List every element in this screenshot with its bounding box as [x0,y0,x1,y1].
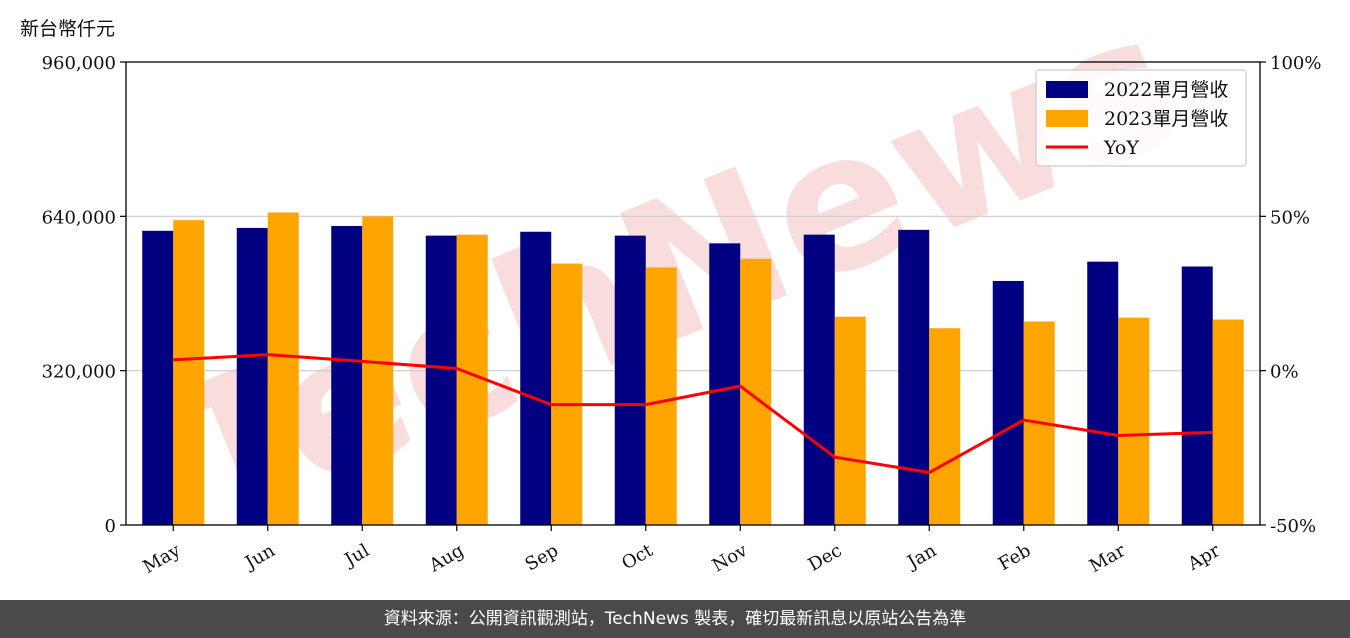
x-tick-label-dec: Dec [805,540,846,576]
x-tick-label-may: May [139,540,184,578]
x-tick-label-oct: Oct [618,540,657,575]
bar-2022-apr [1181,266,1213,525]
bar-2023-jul [362,216,394,526]
y-tick-label: 320,000 [42,362,116,383]
y2-tick-label: 50% [1270,207,1310,228]
y2-tick-label: 0% [1270,362,1299,383]
y2-tick-label: -50% [1270,516,1316,537]
y-axis-unit-label: 新台幣仟元 [20,18,116,40]
bar-2022-feb [992,280,1024,525]
bar-2023-nov [740,258,772,525]
gridlines [126,215,1260,372]
x-tick-label-nov: Nov [709,540,752,577]
bar-2023-mar [1118,317,1150,525]
bar-2022-dec [803,234,835,526]
y-tick-label: 0 [105,516,116,537]
x-tick-label-feb: Feb [995,540,1035,575]
legend-box [1035,69,1247,167]
bar-2022-jun [236,227,268,526]
yoy-line-path [173,353,1213,475]
bar-2022-jan [898,229,930,525]
bar-2023-oct [645,267,677,525]
legend-2022-label: 2022單月營收 [1104,79,1228,101]
bar-2023-sep [551,263,583,525]
bar-2023-may [173,220,205,526]
bar-2022-sep [520,231,552,525]
y-tick-label: 640,000 [42,207,116,228]
bar-2023-apr [1212,319,1244,525]
revenue-chart: TechNews 0320,000640,000960,000-50%0%50%… [42,0,1322,578]
bar-2022-oct [614,235,646,525]
y-tick-label: 960,000 [42,53,116,74]
legend-yoy-label: YoY [1103,137,1139,159]
x-tick-label-apr: Apr [1183,540,1223,575]
bar-2023-jan [929,328,961,525]
bars [142,212,1244,526]
bar-2022-may [142,230,174,526]
source-footer: 資料來源：公開資訊觀測站，TechNews 製表，確切最新訊息以原站公告為準 [0,600,1350,638]
bar-2022-jul [331,225,363,525]
bar-2023-dec [834,316,866,525]
legend-2023-swatch [1046,110,1088,127]
bar-2022-aug [425,235,457,525]
legend-2022-swatch [1046,81,1088,98]
x-tick-label-jul: Jul [340,540,374,572]
plot-frame [125,61,1261,526]
bar-2023-jun [267,212,299,525]
y2-tick-label: 100% [1270,53,1321,74]
x-tick-label-jan: Jan [902,540,940,574]
x-tick-label-sep: Sep [522,540,562,575]
bar-2022-mar [1087,261,1119,525]
x-tick-label-mar: Mar [1086,540,1130,577]
legend-2023-label: 2023單月營收 [1104,108,1228,130]
legend: 2022單月營收 2023單月營收 YoY [1035,69,1247,167]
bar-2022-nov [709,243,741,525]
yoy-line [173,353,1213,475]
x-tick-label-aug: Aug [425,540,468,577]
